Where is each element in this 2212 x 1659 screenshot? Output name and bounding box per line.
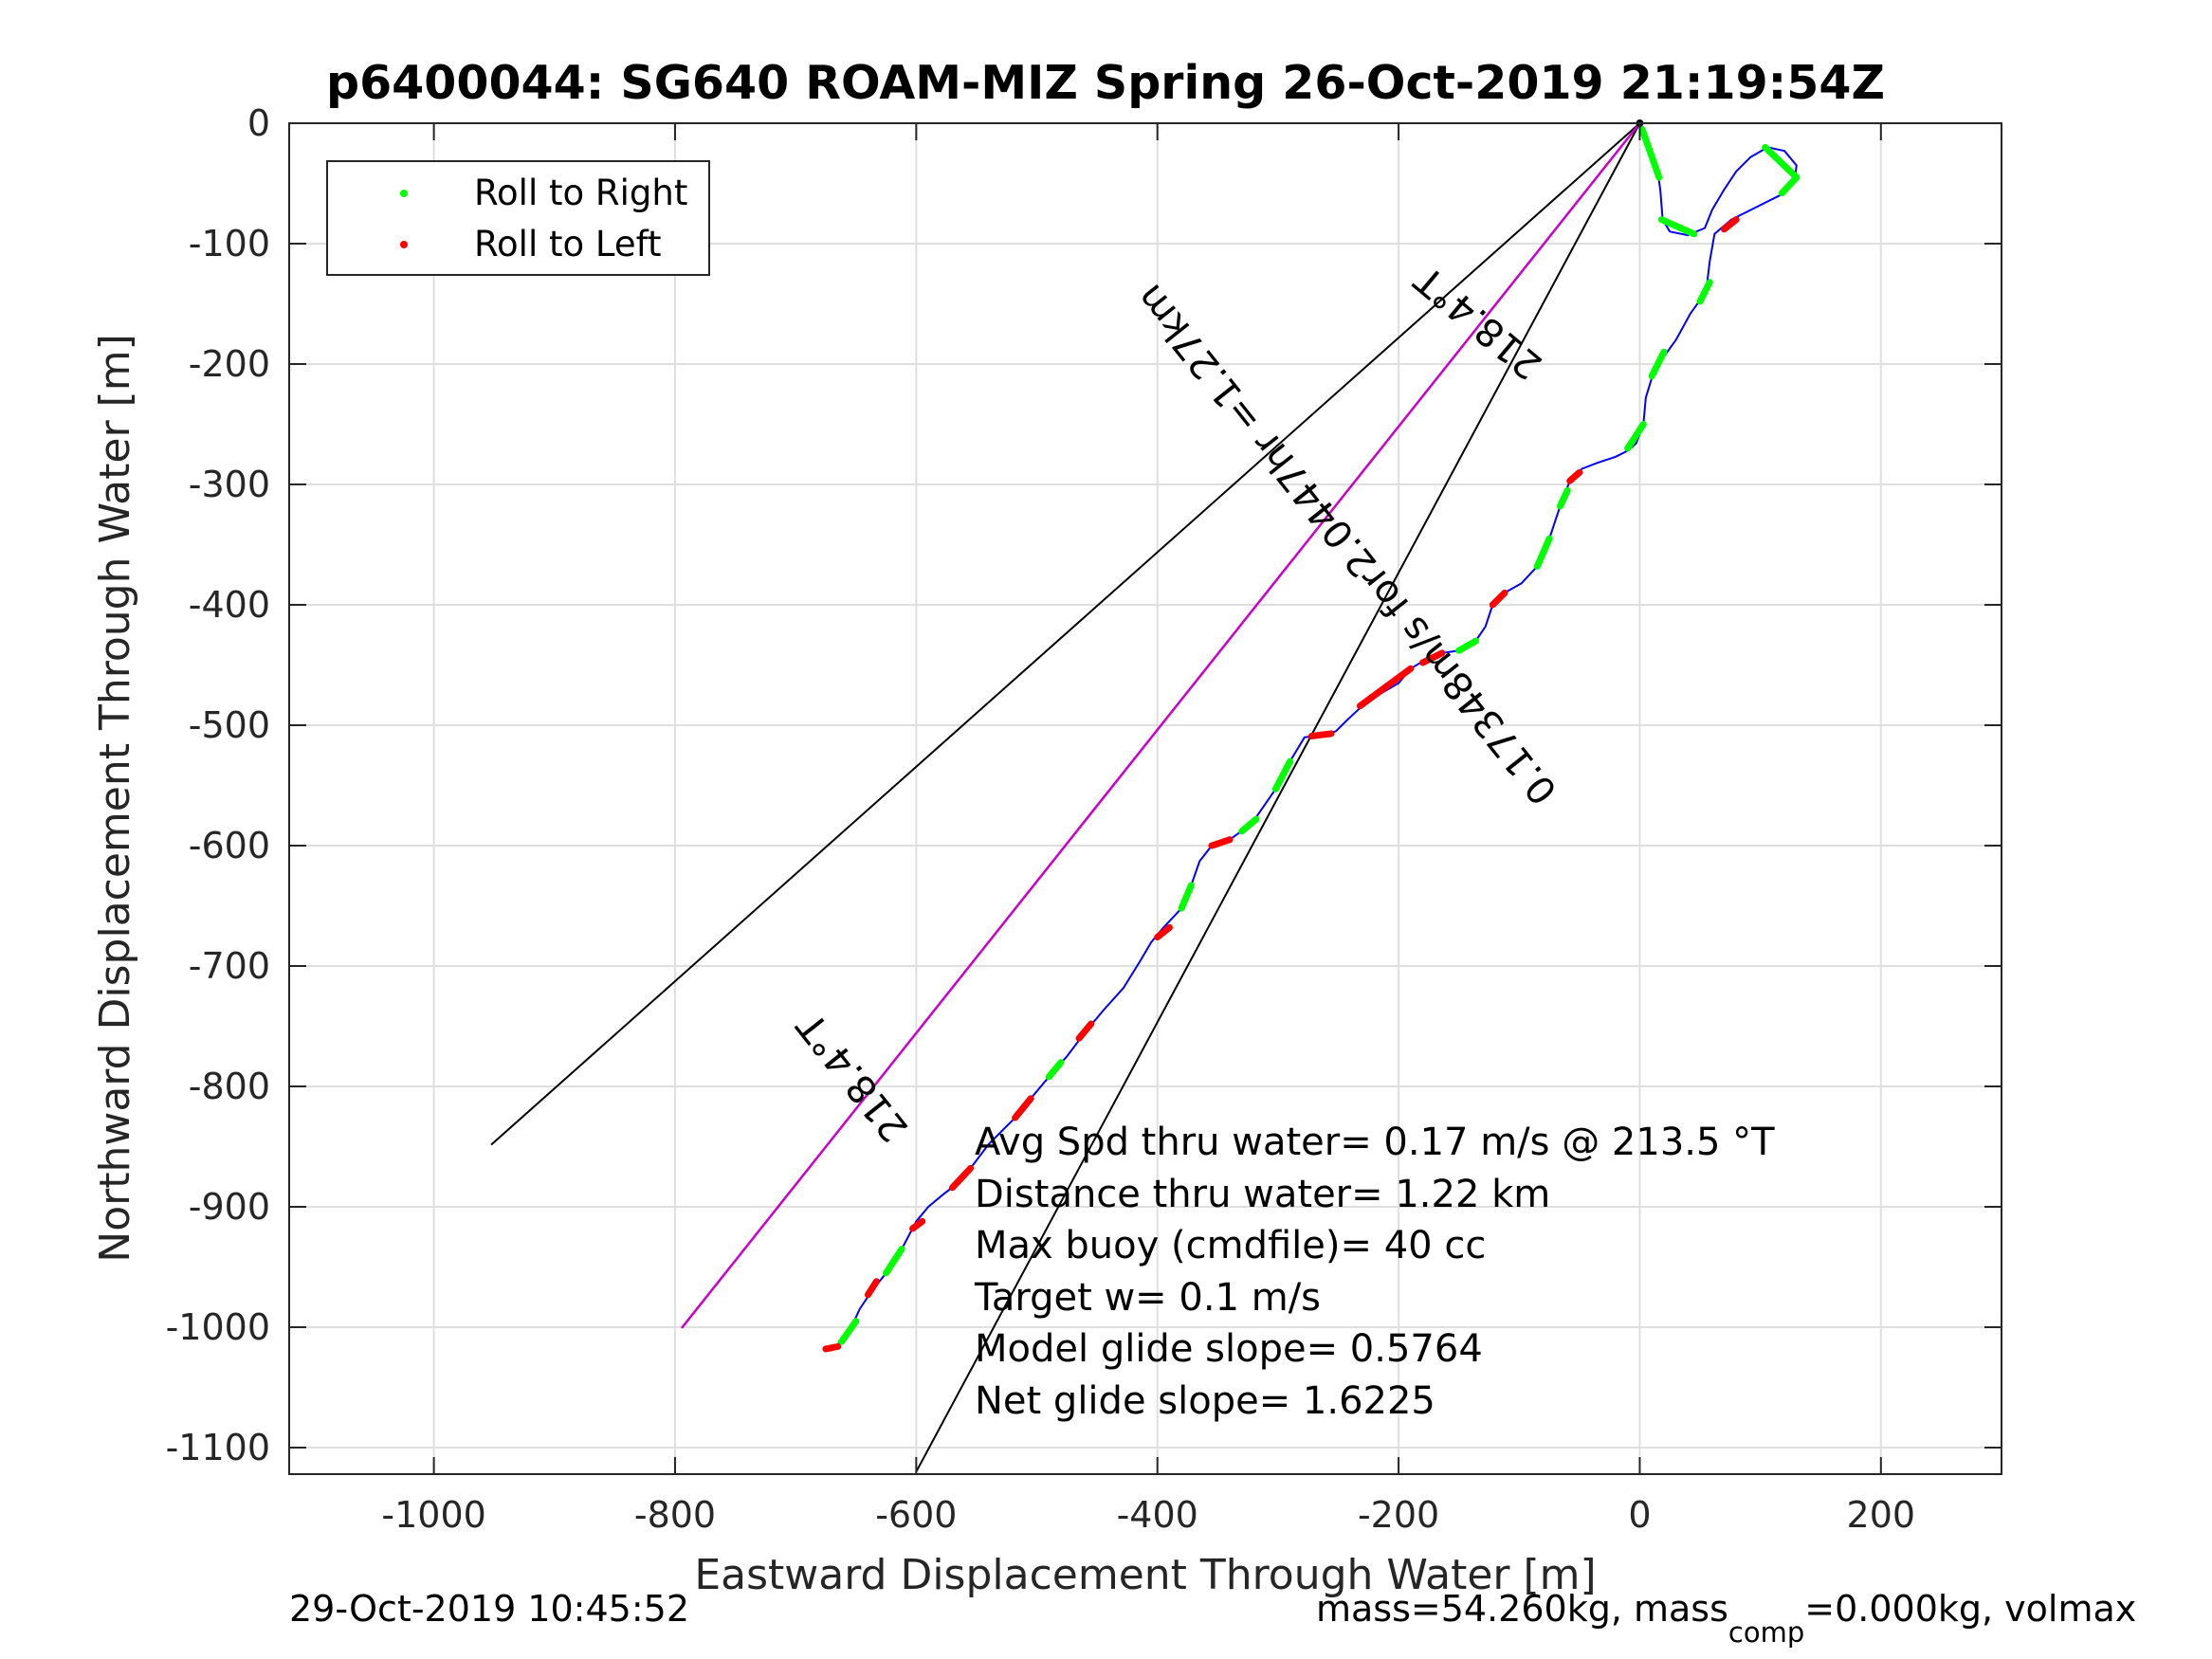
roll-right-segment [1533, 535, 1553, 570]
roll-left-segment [1075, 1020, 1095, 1042]
legend-roll-right-label: Roll to Right [474, 173, 687, 213]
stat-max-buoy: Max buoy (cmdfile)= 40 cc [975, 1224, 1486, 1267]
roll-left-segment [1012, 1095, 1034, 1121]
x-tick-label: -400 [1117, 1494, 1198, 1536]
mass-info: mass=54.260kg, masscomp=0.000kg, volmax [1316, 1588, 2136, 1649]
roll-left-segment [1308, 730, 1335, 739]
y-tick-label: 0 [247, 102, 270, 144]
x-axis-label: Eastward Displacement Through Water [m] [694, 1551, 1596, 1599]
roll-left-segment [1208, 836, 1234, 849]
roll-left-segment [1154, 923, 1173, 941]
y-tick-label: -100 [189, 223, 270, 264]
roll-right-segment [1557, 486, 1571, 510]
y-tick-label: -500 [189, 704, 270, 746]
stat-avg-speed: Avg Spd thru water= 0.17 m/s @ 213.5 °T [975, 1121, 1775, 1164]
stats-block: Avg Spd thru water= 0.17 m/s @ 213.5 °T … [974, 1121, 1775, 1423]
roll-right-segment [1624, 421, 1647, 452]
cone-left-line [490, 122, 1641, 1146]
roll-right-segment [1271, 757, 1294, 793]
y-tick-label: -200 [189, 343, 270, 385]
stat-net-glide: Net glide slope= 1.6225 [975, 1379, 1435, 1423]
x-tick-label: -200 [1358, 1494, 1439, 1536]
x-tick-label: 0 [1628, 1494, 1651, 1536]
roll-right-segment [1696, 279, 1713, 305]
roll-right-segment [1648, 348, 1668, 380]
roll-right-segment [1762, 143, 1801, 181]
y-tick-label: -400 [189, 584, 270, 626]
y-tick-label: -300 [189, 464, 270, 505]
roll-right-segment [1455, 637, 1479, 654]
roll-right-segment [1638, 125, 1663, 181]
plot-area [288, 119, 2002, 1475]
roll-right-segment [1779, 173, 1801, 197]
cone-right-line [915, 122, 1641, 1473]
roll-right-segment [837, 1318, 860, 1345]
chart-title: p6400044: SG640 ROAM-MIZ Spring 26-Oct-2… [326, 56, 1885, 110]
y-tick-label: -900 [189, 1186, 270, 1228]
y-tick-label: -800 [189, 1066, 270, 1107]
stat-distance: Distance thru water= 1.22 km [975, 1173, 1550, 1216]
timestamp: 29-Oct-2019 10:45:52 [289, 1588, 689, 1630]
mass-info-rest: =0.000kg, volmax [1804, 1588, 2136, 1630]
y-tick-label: -700 [189, 945, 270, 987]
x-tick-label: -1000 [381, 1494, 485, 1536]
roll-left-segment [1356, 665, 1415, 710]
legend-roll-left-marker [400, 241, 408, 248]
mean-speed-vector [681, 121, 1641, 1329]
roll-left-segment [1566, 468, 1583, 484]
mass-info-main: mass=54.260kg, mass [1316, 1588, 1728, 1630]
roll-left-segment [864, 1278, 880, 1299]
y-tick-labels: 0 -100 -200 -300 -400 -500 -600 -700 -800 -900 -10… [166, 102, 270, 1468]
roll-right-segment [1657, 216, 1698, 238]
stat-target-w: Target w= 0.1 m/s [974, 1276, 1321, 1320]
y-axis-label: Northward Displacement Through Water [m] [91, 334, 139, 1262]
y-tick-label: -1000 [166, 1306, 270, 1348]
y-tick-label: -1100 [166, 1427, 270, 1468]
legend-box [326, 160, 710, 276]
roll-markers [822, 119, 1801, 1353]
roll-left-segment [1489, 589, 1508, 609]
roll-left-segment [949, 1164, 975, 1192]
speed-cone [490, 121, 1641, 1473]
legend-roll-left-label: Roll to Left [474, 224, 662, 264]
roll-right-segment [1045, 1059, 1065, 1081]
mass-info-subscript: comp [1728, 1616, 1804, 1649]
legend-roll-right-marker [400, 190, 408, 197]
roll-left-segment [1720, 216, 1740, 233]
roll-left-segment [909, 1217, 926, 1232]
x-tick-label: 200 [1847, 1494, 1916, 1536]
legend: Roll to Right Roll to Left [326, 160, 710, 276]
roll-left-segment [822, 1342, 842, 1353]
roll-left-segment [1419, 649, 1446, 666]
stat-model-glide: Model glide slope= 0.5764 [975, 1327, 1483, 1371]
roll-right-segment [1238, 815, 1260, 835]
roll-right-segment [883, 1246, 905, 1277]
x-tick-label: -800 [634, 1494, 716, 1536]
x-tick-labels: -1000 -800 -600 -400 -200 0 200 [381, 1494, 1915, 1536]
y-tick-label: -600 [189, 825, 270, 866]
tick-marks [289, 122, 2002, 1474]
x-tick-label: -600 [875, 1494, 957, 1536]
roll-right-segment [1178, 882, 1195, 912]
